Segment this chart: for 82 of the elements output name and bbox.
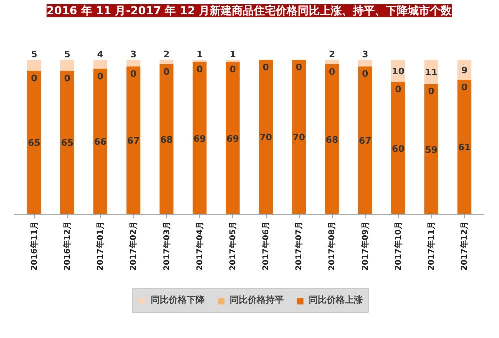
data-label: 4: [97, 50, 104, 60]
data-label: 0: [262, 63, 270, 74]
data-label: 0: [296, 63, 302, 74]
data-label: 0: [428, 88, 435, 98]
bar: [94, 60, 108, 69]
bar: [160, 60, 174, 64]
data-label: 70: [260, 134, 272, 144]
chart-title: 2016 年 11 月-2017 年 12 月新建商品住宅价格同比上涨、持平、下降城市个数: [46, 4, 454, 18]
data-label: 67: [359, 137, 372, 148]
bar: [325, 60, 340, 64]
data-label: 0: [64, 74, 71, 84]
x-tick-label: 2017年07月: [294, 221, 304, 271]
data-label: 5: [31, 50, 38, 60]
data-label: 65: [61, 139, 74, 150]
bar: [292, 60, 306, 214]
data-label: 67: [127, 137, 140, 148]
x-tick-label: 2017年10月: [394, 221, 403, 271]
bar: [94, 68, 108, 214]
legend-label: 同比价格上涨: [309, 294, 363, 307]
data-label: 0: [31, 74, 38, 84]
data-label: 0: [196, 66, 203, 76]
bar: [226, 60, 240, 62]
data-label: 68: [160, 136, 174, 146]
x-tick-label: 2017年03月: [162, 221, 172, 271]
bar: [226, 62, 240, 214]
x-tick-label: 2016年11月: [30, 221, 39, 271]
data-label: 0: [395, 86, 402, 96]
data-label: 69: [226, 134, 240, 145]
bar: [60, 60, 74, 71]
data-label: 0: [362, 70, 368, 80]
data-label: 61: [458, 144, 471, 154]
bar: [160, 64, 174, 214]
data-label: 9: [462, 66, 468, 76]
data-label: 0: [462, 83, 468, 94]
x-tick-label: 2017年02月: [129, 221, 138, 271]
x-tick-label: 2017年08月: [328, 221, 337, 271]
data-label: 0: [97, 72, 104, 82]
bar: [424, 84, 438, 214]
legend-label: 同比价格下降: [151, 294, 205, 307]
x-tick-label: 2017年01月: [96, 221, 106, 271]
data-label: 1: [196, 50, 203, 60]
bar: [192, 60, 207, 62]
x-tick-label: 2017年09月: [360, 221, 370, 271]
data-label: 0: [329, 68, 336, 78]
bar: [126, 66, 141, 214]
bar: [126, 60, 141, 67]
bar: [358, 66, 372, 214]
data-label: 1: [230, 50, 236, 60]
x-tick-label: 2017年11月: [427, 221, 436, 271]
bar: [27, 60, 42, 71]
data-label: 10: [392, 67, 405, 78]
x-tick-label: 2017年06月: [262, 221, 271, 271]
x-tick-label: 2017年04月: [195, 221, 204, 271]
x-tick-label: 2017年12月: [460, 221, 470, 271]
data-label: 5: [64, 50, 71, 60]
data-label: 60: [392, 144, 405, 155]
data-label: 0: [230, 66, 236, 76]
data-label: 3: [362, 50, 368, 60]
legend-label: 同比价格持平: [230, 294, 284, 307]
x-tick-label: 2017年05月: [228, 221, 238, 271]
data-label: 0: [164, 68, 170, 78]
data-label: 0: [130, 70, 137, 80]
data-label: 2: [329, 50, 336, 60]
bar: [259, 60, 273, 214]
data-label: 11: [425, 68, 438, 79]
bar: [27, 70, 42, 214]
bar: [325, 64, 340, 214]
bar: [358, 60, 372, 67]
bar: [391, 82, 406, 214]
data-label: 2: [164, 50, 170, 60]
data-label: 68: [326, 136, 339, 146]
data-label: 70: [292, 134, 306, 144]
x-tick-label: 2016年12月: [62, 221, 72, 271]
data-label: 3: [130, 50, 137, 60]
data-label: 65: [28, 139, 41, 150]
data-label: 59: [425, 146, 438, 156]
bar: [192, 62, 207, 214]
bar: [60, 70, 74, 214]
bar: [458, 60, 472, 80]
data-label: 66: [94, 138, 107, 148]
data-label: 69: [194, 134, 206, 145]
bar: [458, 80, 472, 214]
